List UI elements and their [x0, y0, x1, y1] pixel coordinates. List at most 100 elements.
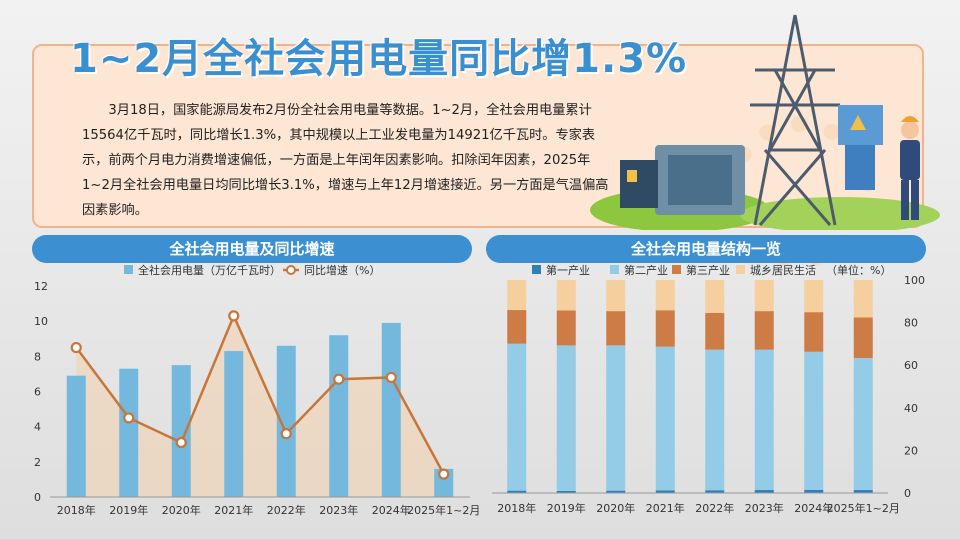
y-tick-label: 20	[904, 444, 918, 457]
x-tick-label: 2023年	[319, 503, 358, 517]
structure-bar-segment	[606, 345, 626, 491]
y-tick-label: 0	[904, 487, 911, 500]
growth-point	[438, 468, 450, 480]
legend-label: 第二产业	[624, 264, 668, 277]
x-tick-label: 2018年	[497, 501, 536, 515]
structure-bar-segment	[853, 490, 873, 493]
page-title: 1~2月全社会用电量同比增1.3%	[70, 36, 688, 82]
x-tick-label: 2022年	[695, 501, 734, 515]
growth-point	[70, 341, 82, 354]
x-tick-label: 2022年	[267, 503, 306, 517]
y-tick-label: 8	[34, 350, 41, 363]
growth-area	[76, 315, 444, 497]
structure-bar-segment	[507, 280, 527, 311]
growth-point	[333, 373, 345, 385]
x-tick-label: 2025年1~2月	[407, 503, 480, 517]
structure-bar-segment	[754, 311, 774, 350]
structure-bar-segment	[853, 357, 873, 491]
structure-bar-segment	[754, 349, 774, 491]
structure-bar-segment	[754, 280, 774, 312]
legend-label: 城乡居民生活	[750, 264, 816, 277]
structure-bar-segment	[556, 490, 576, 493]
legend-label: 第一产业	[546, 264, 590, 277]
consumption-structure-chart: 第一产业 第二产业 第三产业 城乡居民生活 （单位：%） 0 20 40 60 80 100 2018…	[492, 264, 925, 515]
y-tick-label: 2	[34, 456, 41, 469]
structure-bar-segment	[655, 346, 675, 491]
structure-bar-segment	[804, 351, 824, 490]
worker-icon	[900, 116, 920, 220]
legend-swatch	[672, 265, 681, 274]
structure-bar-segment	[606, 280, 626, 312]
y-tick-label: 60	[904, 359, 918, 372]
legend-swatch	[532, 265, 541, 274]
transformer-icon	[620, 145, 745, 215]
y-tick-label: 6	[34, 386, 41, 399]
summary-text: 3月18日，国家能源局发布2月份全社会用电量等数据。1~2月，全社会用电量累计1…	[82, 103, 609, 218]
x-tick-label: 2019年	[109, 503, 148, 517]
x-tick-label: 2024年	[372, 503, 411, 517]
structure-bar-segment	[655, 280, 675, 311]
structure-bar-segment	[556, 345, 576, 491]
structure-bar-segment	[507, 343, 527, 491]
x-tick-label: 2021年	[214, 503, 253, 517]
legend-label-growth: 同比增速（%）	[304, 264, 380, 277]
y-tick-label: 0	[34, 491, 41, 504]
x-tick-label: 2020年	[162, 503, 201, 517]
growth-point	[228, 310, 240, 322]
electricity-consumption-chart: 全社会用电量（万亿千瓦时） 同比增速（%） 0 2 4 6 8 10 12 2018年 2019年 2…	[34, 264, 480, 517]
x-tick-label: 2025年1~2月	[827, 501, 900, 515]
x-tick-label: 2018年	[57, 503, 96, 517]
legend-swatch	[610, 265, 619, 274]
structure-bar-segment	[754, 490, 774, 493]
y-tick-label: 40	[904, 402, 918, 415]
x-tick-label: 2023年	[745, 501, 784, 515]
left-panel-title: 全社会用电量及同比增速	[32, 235, 472, 263]
structure-bar-segment	[507, 310, 527, 344]
structure-bar-segment	[655, 490, 675, 493]
x-tick-label: 2020年	[596, 501, 635, 515]
structure-bar-segment	[705, 280, 725, 314]
structure-bar-segment	[853, 280, 873, 318]
y-tick-label: 12	[34, 280, 48, 293]
legend-swatch-consumption	[124, 265, 133, 274]
unit-note: （单位：%）	[826, 264, 891, 277]
x-tick-label: 2024年	[794, 501, 833, 515]
growth-point	[280, 428, 292, 440]
right-panel-title: 全社会用电量结构一览	[486, 235, 926, 263]
growth-point	[123, 412, 135, 424]
structure-bar-segment	[507, 490, 527, 493]
y-tick-label: 100	[904, 274, 925, 287]
electric-cabinet-icon	[838, 105, 883, 190]
structure-bar-segment	[705, 349, 725, 491]
structure-bar-segment	[556, 280, 576, 311]
consumption-bar	[276, 345, 296, 497]
growth-point	[175, 436, 187, 449]
structure-bar-segment	[705, 313, 725, 350]
legend-marker-growth	[286, 265, 296, 275]
consumption-bar	[171, 365, 191, 497]
structure-bar-segment	[655, 310, 675, 347]
structure-bar-segment	[804, 489, 824, 493]
consumption-bar	[329, 335, 349, 497]
legend-label: 第三产业	[686, 264, 730, 277]
x-tick-label: 2019年	[547, 501, 586, 515]
growth-line	[75, 312, 445, 475]
transmission-tower-icon	[750, 14, 840, 226]
growth-point	[385, 371, 397, 384]
consumption-bar	[66, 375, 86, 497]
grass-icon	[740, 197, 940, 230]
structure-bar-segment	[804, 312, 824, 352]
consumption-bar	[119, 368, 139, 497]
x-tick-label: 2021年	[646, 501, 685, 515]
legend-label-consumption: 全社会用电量（万亿千瓦时）	[138, 264, 281, 277]
y-tick-label: 80	[904, 317, 918, 330]
structure-bar-segment	[606, 311, 626, 346]
y-tick-label: 10	[34, 315, 48, 328]
power-grid-illustration	[590, 14, 940, 230]
structure-bar-segment	[853, 317, 873, 358]
consumption-bar	[224, 351, 244, 497]
structure-bar-segment	[556, 310, 576, 346]
y-tick-label: 4	[34, 421, 41, 434]
structure-bar-segment	[705, 490, 725, 493]
structure-bar-segment	[804, 280, 824, 313]
